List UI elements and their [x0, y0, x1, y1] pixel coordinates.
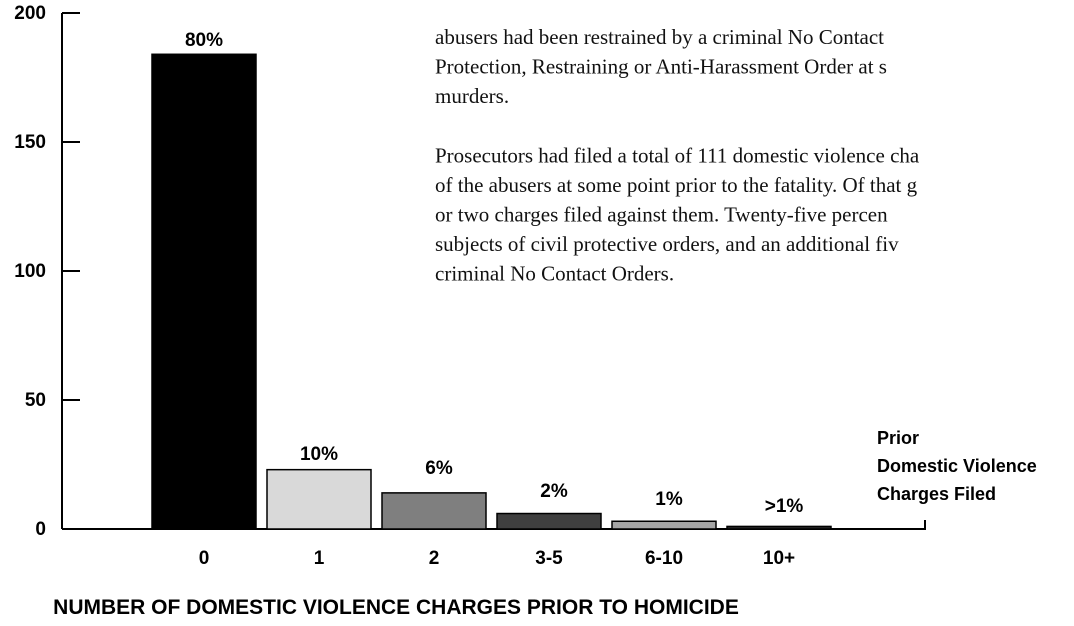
x-axis-label: NUMBER OF DOMESTIC VIOLENCE CHARGES PRIO… [53, 596, 739, 619]
x-tick-label: 10+ [763, 548, 795, 569]
bar [381, 492, 487, 530]
bar [266, 468, 372, 530]
paragraph-line: Protection, Restraining or Anti-Harassme… [435, 55, 887, 79]
side-label: Domestic Violence [877, 456, 1037, 476]
paragraph-line: subjects of civil protective orders, and… [435, 232, 899, 256]
bar [151, 53, 257, 530]
paragraph-line: Prosecutors had filed a total of 111 dom… [435, 144, 920, 168]
y-tick-label: 200 [14, 3, 46, 24]
y-tick-label: 0 [35, 519, 46, 540]
x-tick-label: 1 [314, 548, 325, 569]
x-tick-label: 0 [199, 548, 210, 569]
paragraph-line: of the abusers at some point prior to th… [435, 173, 918, 197]
percent-label: >1% [765, 496, 804, 517]
percent-label: 6% [425, 458, 453, 479]
percent-label: 1% [655, 489, 683, 510]
paragraph-line: abusers had been restrained by a crimina… [435, 25, 884, 49]
percent-label: 80% [185, 30, 223, 51]
bar [726, 525, 832, 530]
side-label: Prior [877, 428, 919, 448]
bar [611, 520, 717, 530]
paragraph-line: or two charges filed against them. Twent… [435, 203, 888, 227]
bar [496, 512, 602, 530]
x-tick-label: 2 [429, 548, 440, 569]
x-tick-label: 3-5 [535, 548, 563, 569]
y-tick-label: 50 [25, 390, 46, 411]
side-label: Charges Filed [877, 484, 996, 504]
y-tick-label: 100 [14, 261, 46, 282]
x-tick-label: 6-10 [645, 548, 683, 569]
paragraph-line: criminal No Contact Orders. [435, 262, 674, 286]
y-tick-label: 150 [14, 132, 46, 153]
percent-label: 10% [300, 444, 338, 465]
percent-label: 2% [540, 481, 568, 502]
paragraph-line: murders. [435, 84, 509, 108]
